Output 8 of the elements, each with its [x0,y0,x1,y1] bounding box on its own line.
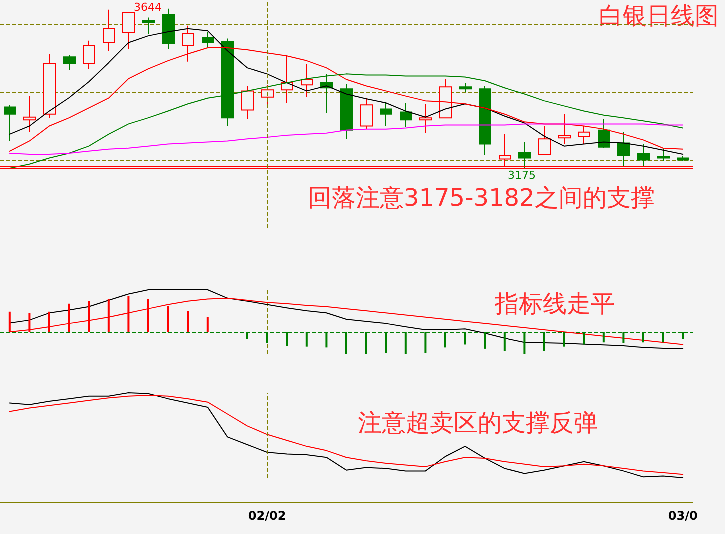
annotation: 注意超卖区的支撑反弹 [358,409,598,437]
x-tick-label: 03/0 [668,509,698,523]
x-tick-label: 02/02 [248,509,286,523]
annotation: 指标线走平 [494,290,615,318]
annotation: 3644 [134,1,162,14]
chart-title: 白银日线图 [599,2,719,30]
annotation: 回落注意3175-3182之间的支撑 [308,184,655,212]
annotation: 3175 [508,169,536,182]
